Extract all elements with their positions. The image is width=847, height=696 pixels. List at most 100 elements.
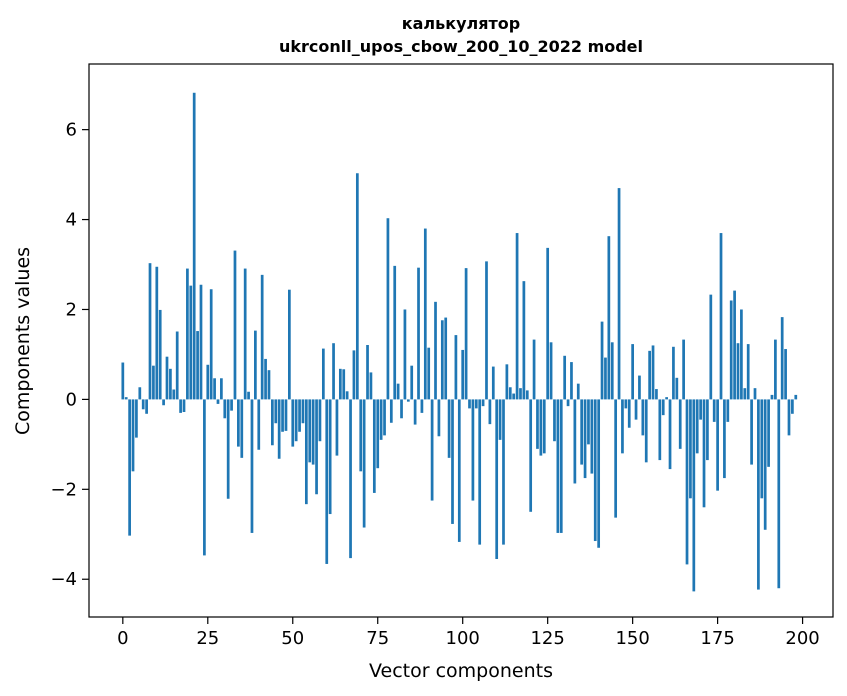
bar-111 (498, 399, 502, 440)
bar-167 (689, 399, 692, 499)
y-tick-label: −4 (50, 569, 77, 590)
bar-124 (542, 399, 546, 454)
bar-173 (709, 294, 713, 400)
x-tick-label: 75 (366, 628, 389, 649)
bar-69 (355, 173, 359, 400)
bar-137 (587, 399, 590, 445)
bar-15 (172, 389, 176, 400)
bar-85 (410, 365, 414, 400)
bar-132 (570, 362, 573, 400)
bar-32 (230, 399, 233, 411)
bar-197 (791, 399, 794, 414)
bar-88 (420, 399, 424, 413)
bar-184 (746, 344, 750, 400)
bar-84 (406, 399, 410, 402)
bar-175 (716, 399, 719, 491)
bar-21 (192, 92, 196, 400)
bar-188 (760, 399, 764, 499)
bar-54 (304, 399, 308, 505)
bar-107 (485, 261, 488, 400)
bar-10 (155, 266, 159, 400)
bar-130 (563, 355, 567, 400)
bar-62 (332, 343, 335, 400)
bar-79 (389, 399, 393, 423)
x-tick-label: 0 (117, 628, 128, 649)
bar-27 (213, 378, 216, 400)
x-tick-label: 125 (530, 628, 564, 649)
bar-31 (226, 399, 230, 499)
bar-22 (196, 331, 199, 400)
bar-18 (182, 399, 186, 412)
bar-152 (638, 375, 641, 400)
bar-2 (128, 399, 131, 536)
bar-52 (298, 399, 301, 432)
bar-57 (315, 399, 318, 495)
bar-120 (529, 399, 533, 512)
bar-48 (284, 399, 288, 431)
bar-73 (369, 372, 373, 400)
bar-29 (220, 378, 223, 400)
bar-149 (627, 399, 631, 428)
x-tick-label: 200 (785, 628, 819, 649)
bar-162 (672, 346, 675, 400)
bar-65 (342, 369, 346, 400)
bar-58 (318, 399, 322, 442)
bar-3 (131, 399, 135, 472)
bar-96 (447, 399, 451, 458)
bar-53 (301, 399, 305, 424)
bar-5 (138, 387, 142, 400)
bar-75 (376, 399, 380, 469)
bar-187 (757, 399, 760, 590)
bar-118 (522, 281, 526, 400)
bar-133 (573, 399, 577, 484)
bar-116 (515, 233, 519, 400)
bar-25 (206, 364, 210, 400)
x-tick-label: 150 (615, 628, 649, 649)
plot-area-frame (88, 63, 834, 618)
bar-99 (457, 399, 461, 542)
bar-134 (576, 383, 580, 400)
bar-121 (532, 339, 536, 400)
bar-115 (512, 393, 516, 400)
bar-113 (505, 364, 509, 400)
chart-title-line1: калькулятор (402, 14, 521, 33)
bar-66 (345, 391, 349, 400)
bar-135 (580, 399, 584, 465)
bar-86 (413, 399, 417, 425)
bar-56 (311, 399, 315, 465)
bar-23 (199, 284, 203, 400)
bar-176 (719, 233, 723, 400)
x-axis-label: Vector components (369, 660, 553, 682)
bar-151 (634, 399, 638, 420)
bar-145 (614, 399, 618, 518)
bar-74 (372, 399, 376, 493)
bar-47 (281, 399, 284, 432)
bar-43 (267, 370, 271, 400)
bar-147 (621, 399, 624, 454)
bar-68 (352, 350, 356, 400)
bar-146 (617, 188, 621, 400)
bar-108 (488, 399, 492, 425)
y-axis-label: Components values (12, 247, 34, 435)
bar-192 (774, 339, 777, 400)
bar-168 (692, 399, 696, 592)
bar-180 (733, 290, 736, 400)
x-tick-label: 175 (700, 628, 734, 649)
bar-49 (288, 289, 291, 400)
bar-131 (566, 399, 570, 407)
bar-80 (393, 265, 397, 400)
bar-164 (678, 399, 682, 449)
bar-42 (264, 358, 267, 400)
bar-117 (519, 388, 522, 400)
bar-142 (604, 357, 607, 400)
bar-34 (237, 399, 240, 447)
bar-83 (403, 309, 407, 400)
bar-76 (379, 399, 383, 440)
bar-13 (165, 356, 169, 400)
bar-174 (712, 399, 716, 422)
bar-156 (651, 345, 655, 400)
bar-105 (478, 399, 482, 545)
bar-143 (607, 236, 611, 400)
bar-102 (468, 399, 471, 409)
bar-136 (583, 399, 587, 479)
